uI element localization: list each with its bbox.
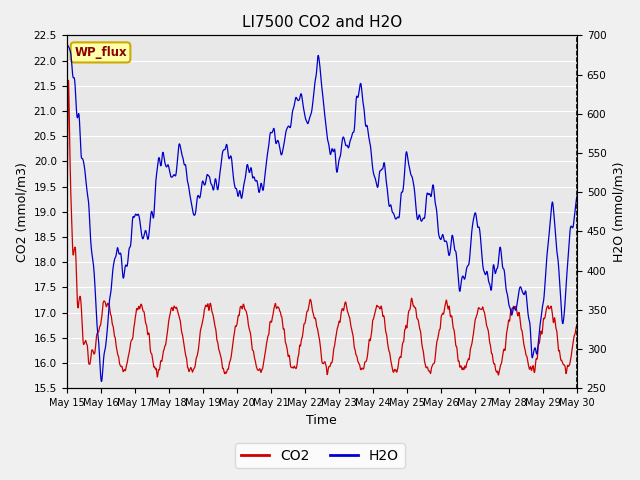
Legend: CO2, H2O: CO2, H2O xyxy=(236,443,404,468)
X-axis label: Time: Time xyxy=(307,414,337,427)
Y-axis label: CO2 (mmol/m3): CO2 (mmol/m3) xyxy=(15,162,28,262)
Title: LI7500 CO2 and H2O: LI7500 CO2 and H2O xyxy=(242,15,402,30)
Y-axis label: H2O (mmol/m3): H2O (mmol/m3) xyxy=(612,162,625,262)
Text: WP_flux: WP_flux xyxy=(74,46,127,59)
